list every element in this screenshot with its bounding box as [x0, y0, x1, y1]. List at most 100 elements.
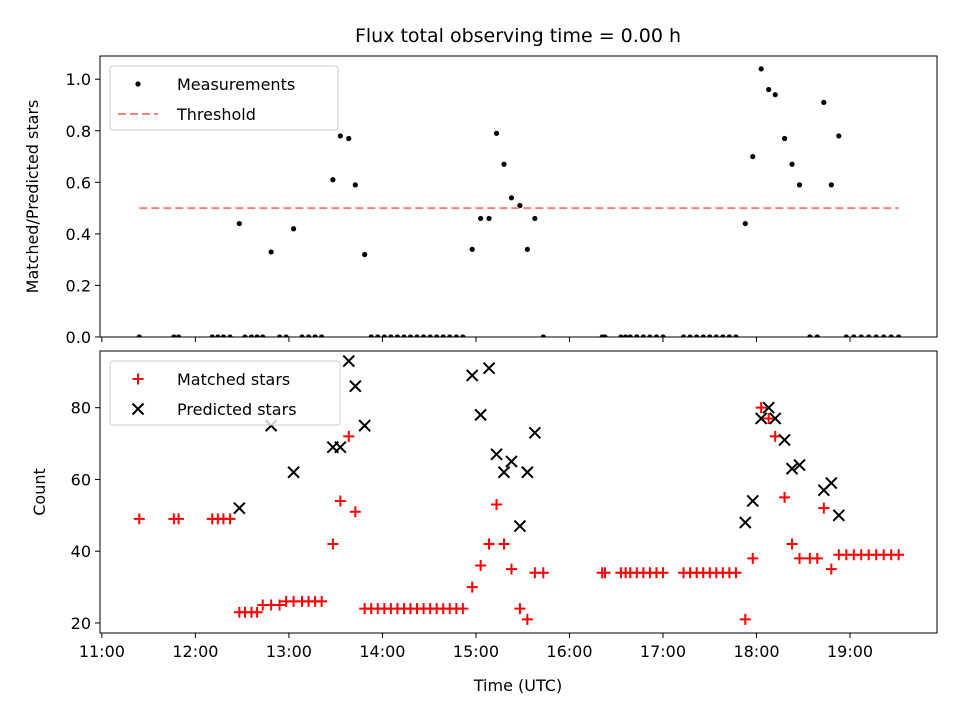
matched-stars-point — [475, 560, 487, 572]
measurement-point — [750, 153, 756, 160]
y-tick-label: 60 — [71, 470, 91, 489]
measurement-point — [821, 99, 827, 106]
legend-marker — [135, 81, 141, 87]
matched-stars-point — [224, 513, 236, 525]
legend-label: Measurements — [177, 75, 295, 94]
measurement-point — [540, 334, 546, 337]
measurement-point — [836, 133, 842, 139]
predicted-stars-point — [521, 466, 534, 479]
matched-stars-point — [537, 567, 549, 579]
measurement-point — [171, 334, 177, 337]
predicted-stars-point — [769, 412, 782, 425]
measurement-point — [319, 334, 325, 337]
predicted-stars-point — [825, 476, 838, 490]
measurement-point — [866, 334, 872, 337]
measurement-point — [881, 334, 887, 337]
measurement-point — [427, 334, 433, 337]
measurement-point — [807, 334, 813, 337]
measurement-point — [896, 334, 902, 337]
measurement-point — [362, 251, 368, 258]
measurement-point — [680, 334, 687, 337]
matched-stars-point — [316, 595, 328, 607]
measurement-point — [851, 334, 857, 337]
measurement-point — [627, 334, 633, 337]
measurement-point — [888, 334, 894, 337]
matched-stars-point — [825, 563, 837, 575]
measurement-point — [828, 182, 834, 188]
top-panel: 0.0 0.2 0.4 0.6 0.8 1.0 Matched/Predicted star… — [23, 55, 938, 347]
legend-label: Predicted stars — [177, 400, 297, 419]
measurement-point — [733, 334, 739, 337]
measurement-point — [772, 92, 778, 98]
x-tick-label: 17:00 — [640, 642, 686, 661]
measurement-point — [789, 161, 795, 167]
measurement-point — [368, 334, 374, 337]
measurement-point — [486, 215, 492, 222]
predicted-stars-point — [739, 516, 752, 529]
measurement-point — [493, 130, 500, 136]
measurement-point — [742, 220, 748, 227]
measurement-point — [305, 334, 312, 337]
y-tick-label: 40 — [71, 542, 91, 561]
matched-stars-point — [763, 412, 775, 424]
bottom-panel: 11:00 12:00 13:00 14:00 15:00 16:00 17:00 18:00… — [30, 350, 938, 661]
x-tick-label: 18:00 — [733, 642, 779, 661]
measurement-point — [136, 334, 142, 337]
legend-box — [109, 360, 341, 426]
matched-stars-point — [739, 613, 751, 625]
measurement-point — [401, 334, 407, 337]
measurement-point — [215, 334, 221, 337]
x-tick-label: 16:00 — [546, 642, 592, 661]
predicted-stars-point — [334, 440, 347, 454]
measurement-point — [220, 334, 227, 337]
measurement-point — [478, 215, 484, 222]
measurement-point — [381, 334, 387, 337]
predicted-stars-point — [793, 458, 806, 472]
predicted-stars-point — [490, 448, 503, 461]
measurement-point — [283, 334, 289, 337]
measurement-point — [700, 334, 706, 337]
measurement-point — [618, 334, 624, 337]
measurement-point — [814, 334, 820, 337]
axes-frame — [99, 55, 938, 338]
matched-stars-point — [343, 430, 355, 442]
measurement-point — [337, 133, 343, 139]
matched-stars-point — [327, 538, 339, 550]
measurement-point — [268, 249, 274, 255]
measurement-point — [687, 334, 693, 337]
legend-marker — [132, 373, 144, 385]
measurement-point — [501, 161, 507, 167]
predicted-stars-point — [482, 362, 496, 375]
measurement-point — [175, 334, 182, 337]
measurement-point — [517, 202, 523, 209]
matched-stars-point — [794, 552, 806, 564]
matched-stars-point — [251, 606, 263, 618]
measurement-point — [843, 334, 849, 337]
chart-title: Flux total observing time = 0.00 h — [355, 25, 681, 47]
matched-stars-point — [466, 581, 478, 593]
measurement-point — [248, 334, 255, 337]
measurement-point — [290, 226, 297, 232]
measurement-point — [420, 334, 427, 337]
matched-stars-point — [173, 513, 185, 525]
x-tick-label: 15:00 — [453, 642, 499, 661]
matched-stars-point — [491, 499, 503, 511]
measurement-point — [375, 334, 381, 337]
y-tick-label: 80 — [71, 399, 91, 418]
predicted-stars-point — [233, 501, 246, 515]
x-tick-label: 14:00 — [359, 642, 405, 661]
x-tick-label: 11:00 — [79, 642, 125, 661]
matched-stars-point — [893, 549, 905, 561]
measurement-point — [781, 135, 788, 142]
measurement-point — [622, 334, 629, 337]
predicted-stars-point — [513, 519, 527, 533]
measurement-point — [660, 334, 666, 337]
matched-stars-point — [349, 506, 361, 518]
legend-marker — [131, 402, 145, 416]
measurement-point — [758, 66, 764, 72]
x-tick-label: 19:00 — [827, 642, 873, 661]
measurement-point — [532, 215, 538, 222]
legend-label: Threshold — [176, 105, 256, 124]
measurement-point — [447, 334, 453, 337]
